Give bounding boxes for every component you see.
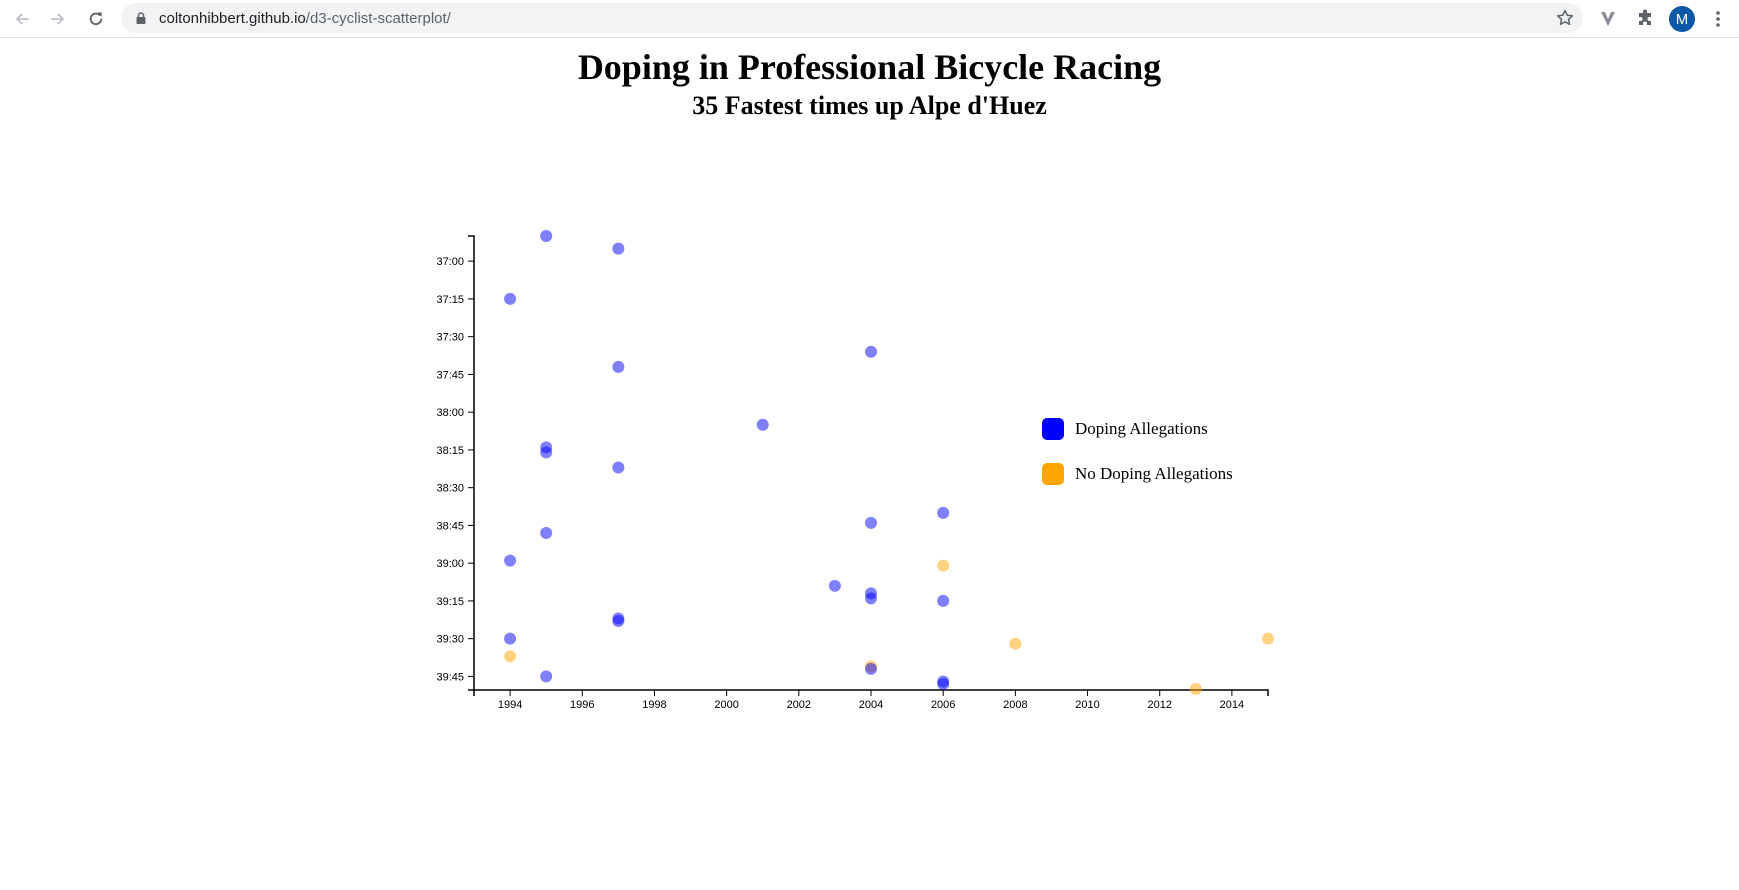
x-tick-label: 2002 bbox=[787, 699, 811, 711]
data-points bbox=[504, 230, 1274, 695]
y-tick-label: 38:30 bbox=[436, 483, 464, 495]
x-tick-label: 1996 bbox=[570, 699, 594, 711]
dot-doping[interactable] bbox=[612, 360, 625, 373]
x-tick-label: 2006 bbox=[931, 699, 955, 711]
dot-no-doping[interactable] bbox=[937, 559, 950, 572]
y-tick-label: 39:00 bbox=[436, 558, 464, 570]
dot-doping[interactable] bbox=[540, 526, 553, 539]
legend-swatch bbox=[1042, 463, 1064, 485]
y-axis-line bbox=[468, 235, 475, 691]
x-axis: 1994 1996 1998 2000 2002 2004 2006 2008 2010 2012… bbox=[473, 689, 1269, 711]
dot-no-doping[interactable] bbox=[1009, 637, 1022, 650]
dot-doping[interactable] bbox=[504, 632, 517, 645]
dot-doping[interactable] bbox=[937, 506, 950, 519]
reload-icon bbox=[89, 12, 103, 26]
extensions-puzzle-icon[interactable] bbox=[1634, 8, 1656, 30]
legend: Doping Allegations No Doping Allegations bbox=[1042, 418, 1233, 485]
dot-doping[interactable] bbox=[937, 594, 950, 607]
dot-doping[interactable] bbox=[504, 554, 517, 567]
dot-doping[interactable] bbox=[828, 579, 841, 592]
dot-no-doping[interactable] bbox=[1189, 683, 1202, 695]
dot-doping[interactable] bbox=[865, 516, 877, 529]
dot-doping[interactable] bbox=[540, 446, 553, 459]
x-tick-label: 2010 bbox=[1075, 699, 1099, 711]
back-button[interactable] bbox=[9, 6, 35, 32]
url-host: coltonhibbert.github.io bbox=[159, 10, 306, 27]
legend-label: Doping Allegations bbox=[1075, 419, 1208, 438]
dot-no-doping[interactable] bbox=[1262, 632, 1274, 645]
y-tick-label: 38:45 bbox=[436, 520, 464, 532]
x-tick-label: 2014 bbox=[1220, 699, 1244, 711]
dot-doping[interactable] bbox=[865, 662, 877, 675]
back-arrow-icon bbox=[16, 13, 29, 25]
y-tick-label: 39:30 bbox=[436, 634, 464, 646]
forward-button[interactable] bbox=[45, 6, 71, 32]
legend-label: No Doping Allegations bbox=[1075, 464, 1233, 483]
reload-button[interactable] bbox=[83, 6, 109, 32]
lock-icon bbox=[136, 12, 146, 24]
x-tick-label: 2004 bbox=[859, 699, 883, 711]
address-bar[interactable]: coltonhibbert.github.io/d3-cyclist-scatt… bbox=[121, 3, 1583, 33]
x-tick-label: 1994 bbox=[498, 699, 522, 711]
y-tick-label: 38:00 bbox=[436, 407, 464, 419]
more-menu-icon[interactable] bbox=[1708, 8, 1728, 30]
bookmark-star-icon[interactable] bbox=[1555, 8, 1575, 28]
forward-arrow-icon bbox=[51, 13, 64, 25]
y-tick-label: 37:30 bbox=[436, 332, 464, 344]
y-tick-label: 37:00 bbox=[436, 256, 464, 268]
browser-toolbar: coltonhibbert.github.io/d3-cyclist-scatt… bbox=[0, 0, 1739, 38]
profile-avatar[interactable]: M bbox=[1669, 6, 1695, 32]
url-text: coltonhibbert.github.io/d3-cyclist-scatt… bbox=[159, 10, 451, 27]
url-path: /d3-cyclist-scatterplot/ bbox=[305, 10, 451, 27]
dot-doping[interactable] bbox=[540, 670, 553, 683]
dot-doping[interactable] bbox=[756, 418, 769, 431]
dot-doping[interactable] bbox=[937, 677, 950, 690]
x-tick-label: 2012 bbox=[1147, 699, 1171, 711]
dot-doping[interactable] bbox=[504, 292, 517, 305]
dot-doping[interactable] bbox=[612, 615, 625, 628]
vimium-extension-icon[interactable] bbox=[1597, 8, 1619, 30]
dot-doping[interactable] bbox=[612, 461, 625, 474]
page-title: Doping in Professional Bicycle Racing bbox=[577, 47, 1162, 87]
y-tick-label: 37:45 bbox=[436, 369, 464, 381]
y-tick-label: 38:15 bbox=[436, 445, 464, 457]
y-tick-label: 39:15 bbox=[436, 596, 464, 608]
y-tick-label: 39:45 bbox=[436, 671, 464, 683]
x-tick-label: 1998 bbox=[642, 699, 666, 711]
dot-doping[interactable] bbox=[865, 345, 877, 358]
dot-no-doping[interactable] bbox=[504, 650, 517, 663]
dot-doping[interactable] bbox=[612, 242, 625, 255]
y-tick-label: 37:15 bbox=[436, 294, 464, 306]
dot-doping[interactable] bbox=[540, 230, 553, 242]
dot-doping[interactable] bbox=[865, 592, 877, 605]
x-tick-label: 2008 bbox=[1003, 699, 1027, 711]
x-tick-label: 2000 bbox=[714, 699, 738, 711]
legend-swatch bbox=[1042, 418, 1064, 440]
y-axis: 37:00 37:15 37:30 37:45 38:00 38:15 38:30 38:45… bbox=[436, 235, 475, 691]
page-subtitle: 35 Fastest times up Alpe d'Huez bbox=[692, 91, 1047, 120]
